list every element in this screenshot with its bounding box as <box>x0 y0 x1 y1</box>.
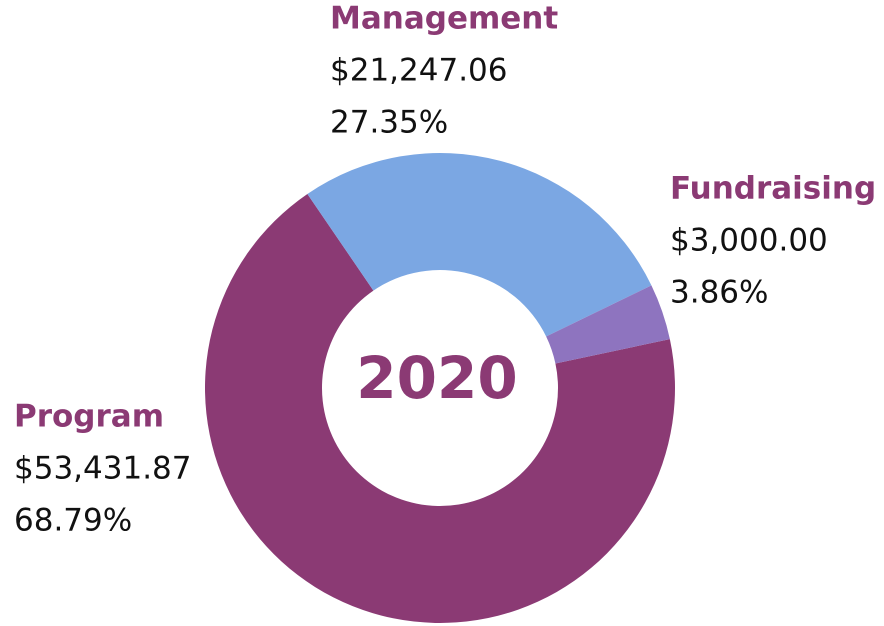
donut-slice <box>546 285 670 364</box>
slice-percent: 68.79% <box>14 503 132 539</box>
donut-slice <box>204 193 676 623</box>
slice-percent: 27.35% <box>330 105 448 141</box>
slice-name: Program <box>14 399 164 435</box>
slice-amount: $21,247.06 <box>330 53 508 89</box>
chart-title: 2020 <box>356 344 517 412</box>
slice-amount: $3,000.00 <box>670 223 828 259</box>
slice-name: Fundraising <box>670 171 876 207</box>
slice-name: Management <box>330 1 558 37</box>
donut-slice <box>307 153 652 337</box>
slice-amount: $53,431.87 <box>14 451 192 487</box>
slice-percent: 3.86% <box>670 275 768 311</box>
